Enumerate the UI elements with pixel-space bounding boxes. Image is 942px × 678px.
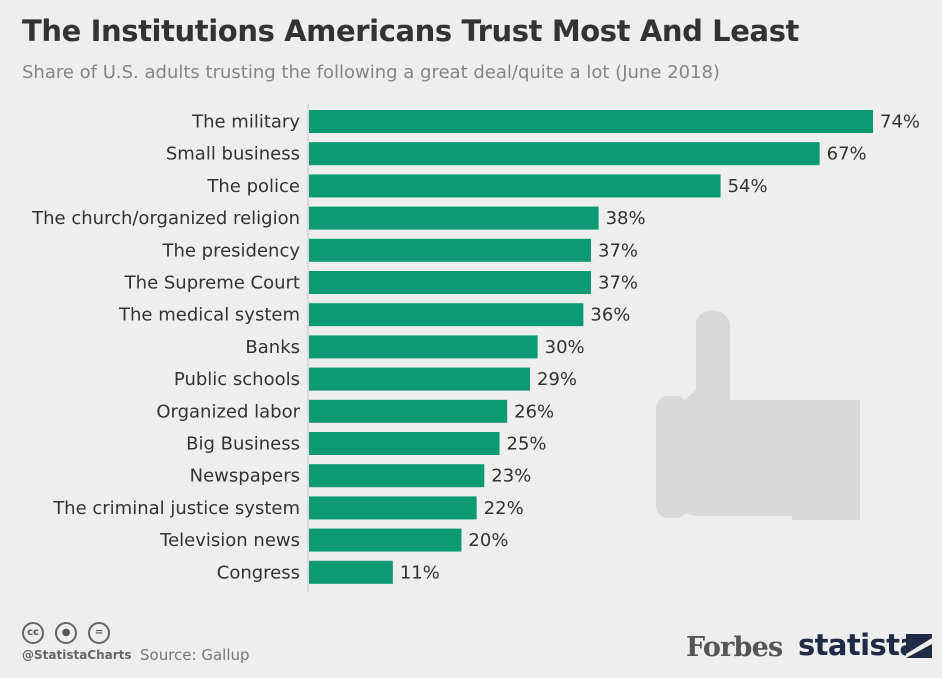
value-label: 20% <box>468 530 508 551</box>
bar <box>309 528 462 552</box>
bar <box>309 206 599 230</box>
category-label: Big Business <box>186 434 300 455</box>
attribution-icon: ● <box>55 622 78 644</box>
bar <box>309 303 584 327</box>
category-label: Newspapers <box>190 466 300 487</box>
value-label: 26% <box>514 401 554 422</box>
forbes-logo: Forbes <box>686 632 783 663</box>
category-label: Congress <box>217 562 300 583</box>
category-label: The medical system <box>118 305 300 326</box>
category-label: The criminal justice system <box>52 498 300 519</box>
chart-subtitle: Share of U.S. adults trusting the follow… <box>22 62 720 83</box>
bar <box>309 367 531 391</box>
chart-title: The Institutions Americans Trust Most An… <box>22 14 800 48</box>
bar <box>309 496 477 520</box>
value-label: 38% <box>606 208 646 229</box>
category-label: Banks <box>245 337 300 358</box>
value-label: 25% <box>507 434 547 455</box>
source-label: Source: Gallup <box>140 646 250 664</box>
value-label: 54% <box>728 176 768 197</box>
bar <box>309 142 820 166</box>
value-label: 74% <box>880 112 920 133</box>
category-label: The church/organized religion <box>31 208 300 229</box>
value-label: 22% <box>484 498 524 519</box>
value-label: 23% <box>491 466 531 487</box>
category-label: Public schools <box>174 369 300 390</box>
value-label: 37% <box>598 240 638 261</box>
bar-chart: The military 74% Small business 67% The poli… <box>31 104 920 592</box>
value-label: 67% <box>827 144 867 165</box>
creative-commons-icon: cc <box>22 622 44 644</box>
statista-logo-icon <box>906 634 932 658</box>
no-derivatives-icon: = <box>88 622 111 644</box>
thumbs-up-icon <box>656 310 860 520</box>
bar <box>309 271 591 294</box>
category-label: Television news <box>159 530 300 551</box>
bar <box>309 335 538 359</box>
category-label: The Supreme Court <box>124 273 300 294</box>
category-label: The police <box>206 176 300 197</box>
bar <box>309 560 393 584</box>
category-label: The presidency <box>161 240 300 261</box>
statista-handle: @StatistaCharts <box>22 648 132 662</box>
bar <box>309 174 721 198</box>
license-icons: cc ● = <box>22 620 116 644</box>
value-label: 29% <box>537 369 577 390</box>
category-label: Organized labor <box>156 401 300 422</box>
category-label: The military <box>191 112 300 133</box>
value-label: 30% <box>545 337 585 358</box>
value-label: 37% <box>598 273 638 294</box>
bar <box>309 464 485 488</box>
statista-logo: statista <box>798 628 919 662</box>
value-label: 36% <box>590 305 630 326</box>
bar <box>309 432 500 455</box>
category-label: Small business <box>166 144 300 165</box>
value-label: 11% <box>400 562 440 583</box>
bar <box>309 238 591 262</box>
bar <box>309 110 873 133</box>
bar <box>309 399 508 423</box>
